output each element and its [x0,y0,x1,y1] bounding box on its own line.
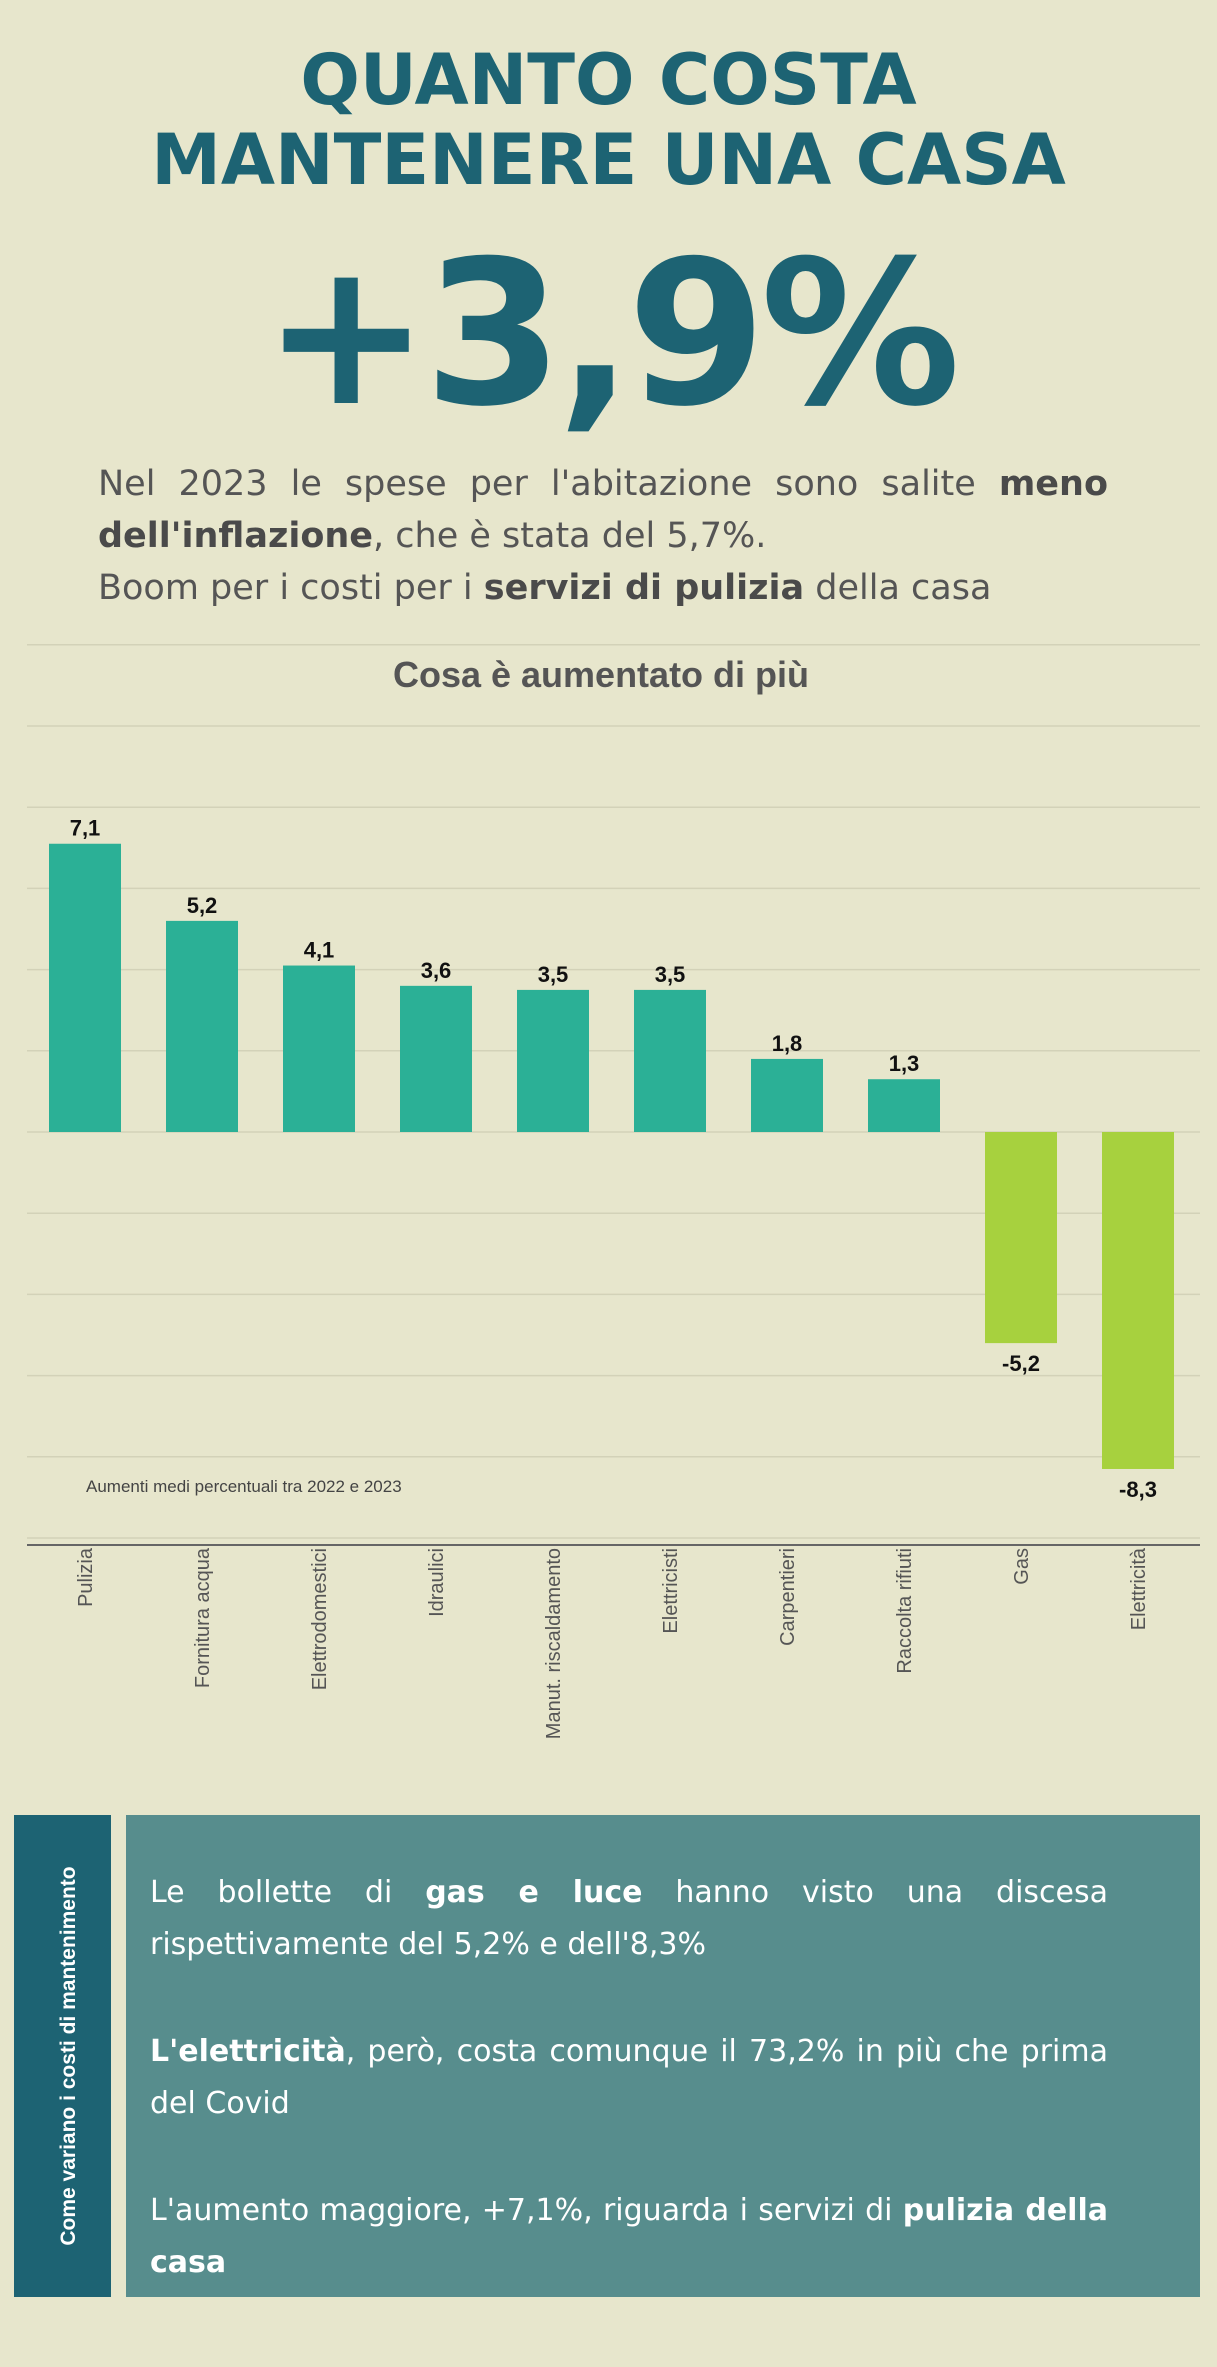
chart-title: Cosa è aumentato di più [393,654,809,695]
summary-paragraph-3: L'aumento maggiore, +7,1%, riguarda i se… [150,2185,1108,2289]
category-label: Manut. riscaldamento [543,1548,565,1739]
intro-p1-text: Nel 2023 le spese per l'abitazione sono … [98,464,999,504]
bar-raccolta-rifiuti [868,1079,940,1132]
summary-panel: Le bollette di gas e luce hanno visto un… [126,1815,1200,2297]
intro-paragraph-2: Boom per i costi per i servizi di pulizi… [98,562,1108,614]
intro-p1-bold: meno dell'inflazione [98,464,1108,556]
category-label: Fornitura acqua [192,1547,214,1688]
category-label: Elettricisti [660,1548,682,1634]
value-label: 1,3 [889,1051,920,1076]
category-label: Pulizia [75,1547,97,1607]
category-label: Idraulici [426,1548,448,1617]
chart-note: Aumenti medi percentuali tra 2022 e 2023 [86,1477,402,1496]
summary-p2-bold: L'elettricità [150,2034,346,2069]
category-label: Elettricità [1128,1547,1150,1630]
title-line-1: QUANTO COSTA [300,39,917,121]
bar-elettrodomestici [283,965,355,1132]
chart-bars [49,843,1174,1469]
summary-p3-bold: pulizia della casa [150,2193,1108,2280]
value-label: 3,5 [538,962,569,987]
bar-elettricità [1102,1132,1174,1469]
value-label: 1,8 [772,1031,803,1056]
value-label: 7,1 [70,816,101,841]
bar-manut-riscaldamento [517,989,589,1132]
summary-p1-bold: gas e luce [425,1875,643,1910]
side-panel-label: Come variano i costi di mantenimento [57,1866,80,2246]
category-label: Elettrodomestici [309,1548,331,1690]
bar-fornitura-acqua [166,920,238,1132]
summary-paragraph-1: Le bollette di gas e luce hanno visto un… [150,1867,1108,1971]
intro-p2-bold: servizi di pulizia [483,568,805,608]
value-label: 3,6 [421,958,452,983]
intro-p2-end: della casa [804,568,992,608]
headline-percentage: +3,9% [262,218,960,451]
value-label: 5,2 [187,893,218,918]
intro-text: Nel 2023 le spese per l'abitazione sono … [98,458,1108,614]
bar-gas [985,1132,1057,1344]
page-title: QUANTO COSTA MANTENERE UNA CASA [0,40,1217,200]
intro-p1-end: , che è stata del 5,7%. [373,516,767,556]
value-label: -5,2 [1002,1351,1040,1376]
bar-carpentieri [751,1058,823,1132]
category-label: Raccolta rifiuti [894,1548,916,1674]
bar-elettricisti [634,989,706,1132]
value-label: 4,1 [304,938,335,963]
value-label: -8,3 [1119,1477,1157,1502]
value-label: 3,5 [655,962,686,987]
intro-p2-text: Boom per i costi per i [98,568,484,608]
bar-pulizia [49,843,121,1132]
category-label: Carpentieri [777,1548,799,1646]
summary-p1-end: hanno visto una discesa rispettivamente … [150,1875,1108,1962]
side-panel: Come variano i costi di mantenimento [14,1815,111,2297]
bar-chart: Cosa è aumentato di più 7,1 5,2 4,1 3,6 3,5 3… [27,644,1200,1739]
chart-value-labels: 7,1 5,2 4,1 3,6 3,5 3,5 1,8 1,3 -5,2 -8,3 [70,816,1157,1502]
summary-p2-text: , però, costa comunque il 73,2% in più c… [150,2034,1108,2121]
summary-p1-text: Le bollette di [150,1875,426,1910]
summary-p3-text: L'aumento maggiore, +7,1%, riguarda i se… [150,2193,903,2228]
summary-paragraph-2: L'elettricità, però, costa comunque il 7… [150,2026,1108,2130]
category-label: Gas [1011,1548,1033,1585]
bar-idraulici [400,985,472,1132]
title-line-2: MANTENERE UNA CASA [151,119,1066,201]
chart-category-labels: Pulizia Fornitura acqua Elettrodomestici Id… [75,1547,1150,1739]
intro-paragraph-1: Nel 2023 le spese per l'abitazione sono … [98,458,1108,562]
